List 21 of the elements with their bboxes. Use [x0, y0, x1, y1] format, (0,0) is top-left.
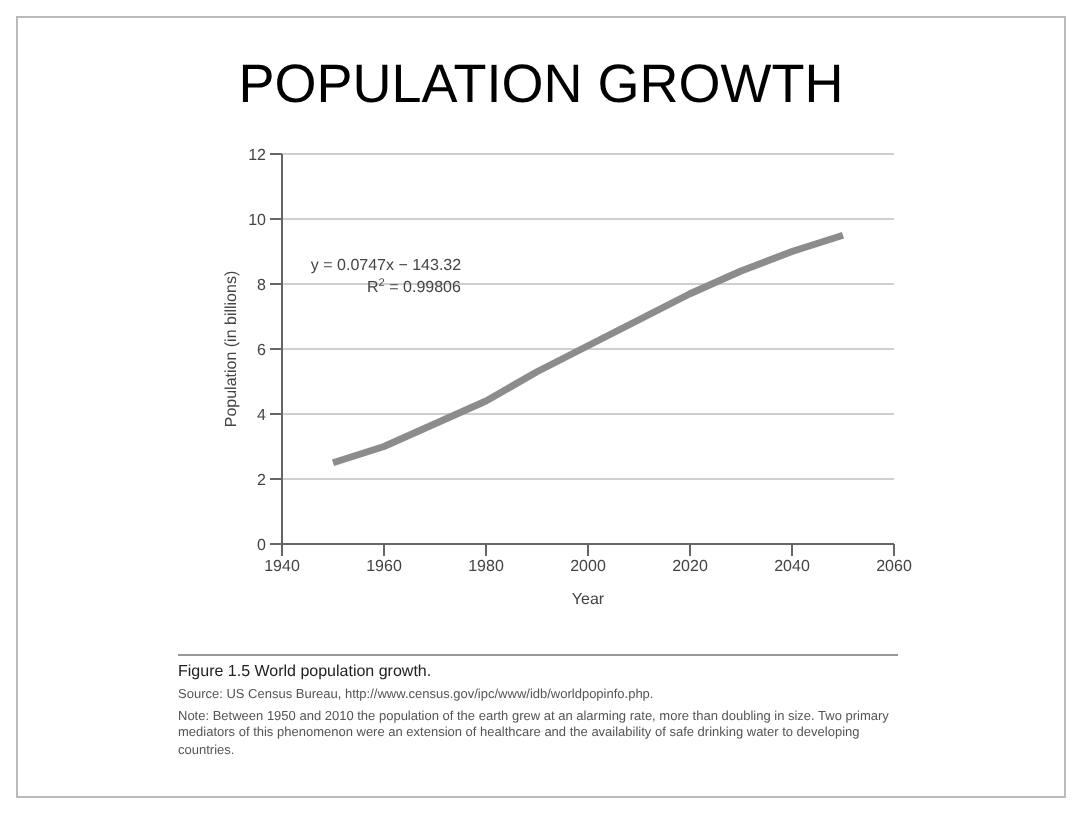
x-tick-label: 2040 [774, 557, 811, 576]
y-tick-label: 0 [257, 535, 268, 554]
y-tick-label: 4 [257, 405, 268, 424]
y-tick-label: 8 [257, 275, 268, 294]
x-tick-label: 2000 [570, 557, 607, 576]
chart-title: POPULATION GROWTH [236, 54, 846, 116]
caption: Figure 1.5 World population growth. [178, 662, 432, 680]
x-tick-label: 1980 [468, 557, 505, 576]
x-tick-label: 1960 [366, 557, 403, 576]
annotation: R$^{2}$ = 0.99806 [367, 278, 463, 296]
y-tick-label: 12 [248, 145, 268, 164]
x-tick-label: 2060 [876, 557, 913, 576]
y-tick-label: 6 [257, 340, 268, 359]
x-tick-label: 1940 [264, 557, 301, 576]
annotation: y = 0.0747x − 143.32 [310, 256, 463, 274]
y-tick-label: 2 [257, 470, 268, 489]
x-axis-title: Year [571, 590, 605, 608]
line-series [329, 231, 847, 467]
y-tick-label: 10 [248, 210, 268, 229]
y-axis-title: Population (in billions) [221, 270, 240, 428]
x-tick-label: 2020 [672, 557, 709, 576]
